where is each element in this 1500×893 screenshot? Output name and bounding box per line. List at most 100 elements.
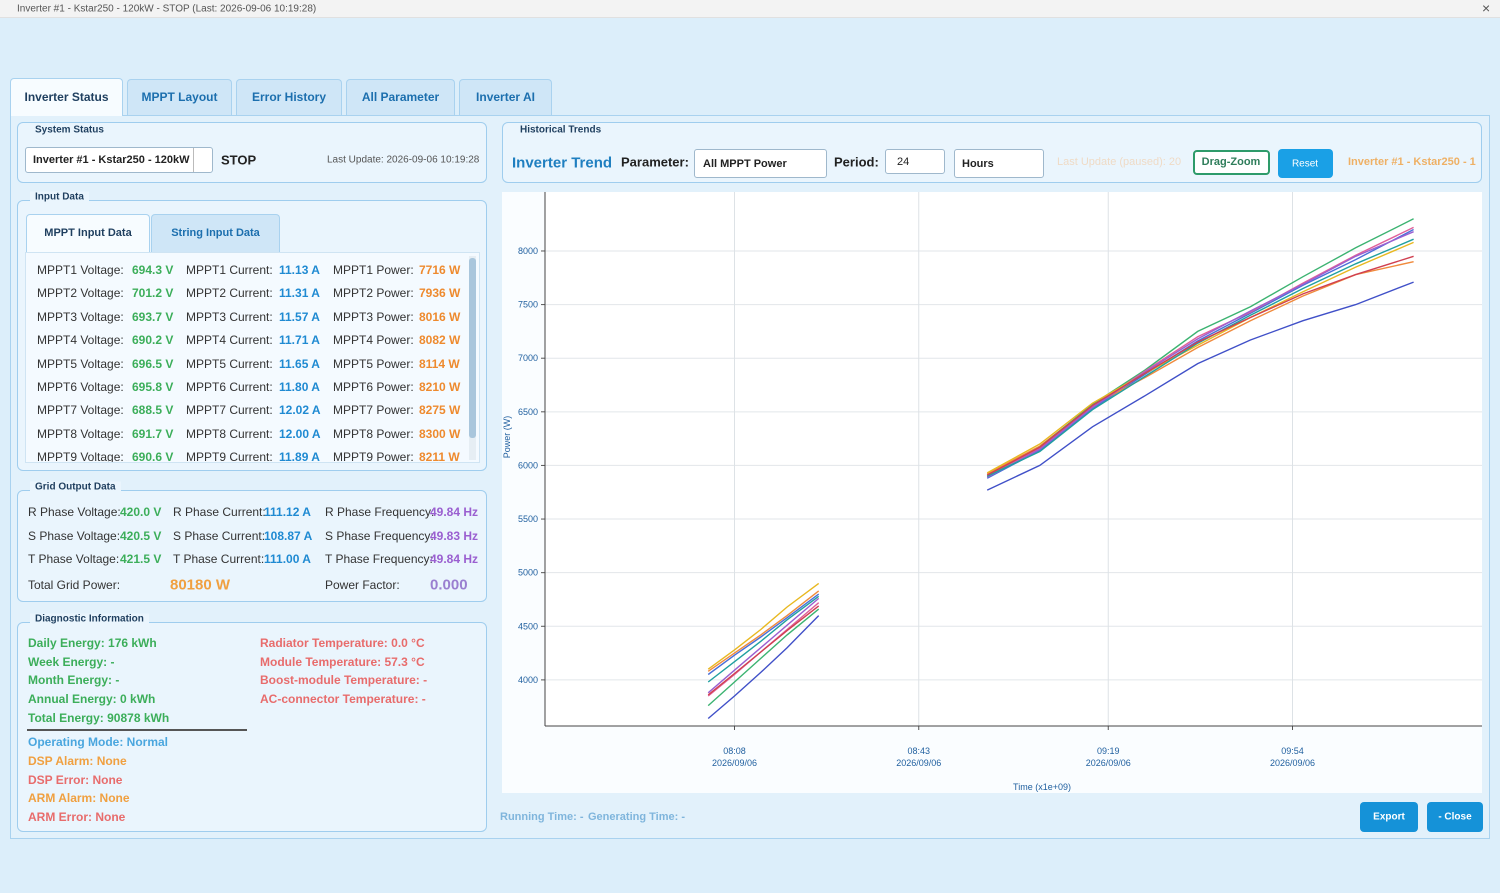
label: MPPT9 Current: [186,450,273,463]
label: T Phase Current: [173,552,265,566]
status: ARM Error: None [28,810,126,825]
energy: Daily Energy: 176 kWh [28,636,157,650]
sub-tab[interactable] [151,214,280,252]
value: 8210 W [419,380,461,394]
y-tick-label: 4000 [518,675,538,685]
label: MPPT8 Current: [186,426,273,441]
generating-time: Generating Time: - [588,811,685,823]
title-bar [0,0,1500,18]
parameter-select[interactable] [694,149,827,178]
x-tick-label: 09:19 [1097,746,1120,756]
export-button[interactable] [1360,802,1418,832]
drag-zoom-button[interactable] [1193,150,1270,175]
export-label[interactable]: Export [1373,811,1405,823]
value: 420.0 V [120,505,162,519]
label: MPPT7 Power: [333,403,414,418]
tab-label[interactable]: MPPT Layout [141,90,218,104]
sub-tab-label[interactable]: MPPT Input Data [44,227,132,239]
unit-value[interactable]: Hours [962,158,994,170]
value: 420.5 V [120,528,162,543]
label: MPPT8 Voltage: [37,426,124,441]
label: MPPT5 Current: [186,356,273,371]
reset-button[interactable] [1278,149,1333,178]
tab-label[interactable]: Inverter AI [476,90,535,104]
x-tick-label: 08:43 [907,746,930,756]
scrollbar[interactable] [469,258,476,438]
value: 11.80 A [279,380,320,394]
value: 111.12 A [264,505,311,519]
total-power: 80180 W [170,576,231,594]
tab-label[interactable]: Error History [251,90,327,104]
y-tick-label: 7000 [518,353,538,363]
label: Period: [834,154,879,170]
label: MPPT4 Voltage: [37,333,124,348]
value: 11.89 A [279,450,320,463]
value: 8275 W [419,403,461,418]
x-tick-date: 2026/09/06 [896,758,941,768]
label: MPPT3 Current: [186,309,273,324]
temperature: Module Temperature: 57.3 °C [260,654,425,669]
tab[interactable] [459,79,552,115]
drag-zoom-label[interactable]: Drag-Zoom [1201,156,1261,168]
legend: Input Data [30,191,89,203]
x-tick-date: 2026/09/06 [1270,758,1315,768]
x-axis-label: Time (x1e+09) [1013,782,1071,792]
value: 49.84 Hz [430,505,479,519]
grid-output-panel [17,490,487,602]
tab-label[interactable]: All Parameter [361,90,440,104]
reset-label[interactable]: Reset [1291,158,1319,170]
energy: Total Energy: 90878 kWh [28,710,170,725]
energy: Week Energy: - [28,654,115,669]
y-tick-label: 7500 [518,300,538,310]
label: MPPT6 Current: [186,380,273,394]
trend-title: Inverter Trend [512,154,613,172]
label: Total Grid Power: [28,578,121,592]
series-line [707,231,1414,694]
sub-tab-label[interactable]: String Input Data [171,227,260,239]
value: 691.7 V [132,426,174,441]
value: 694.3 V [132,263,174,277]
inverter-label: Inverter #1 - Kstar250 - 1 [1348,156,1476,168]
tab-label[interactable]: Inverter Status [24,90,109,104]
close-label[interactable]: - Close [1438,811,1472,823]
tab[interactable] [346,79,455,115]
value: 8016 W [419,309,461,324]
label: MPPT9 Voltage: [37,450,124,463]
tab[interactable] [127,79,232,115]
period-value[interactable]: 24 [897,156,910,168]
value: 12.00 A [279,426,321,441]
y-tick-label: 5500 [518,514,538,524]
window-close[interactable]: × [1482,0,1491,16]
value: 690.6 V [132,450,174,463]
sub-tab[interactable] [26,214,150,252]
legend: System Status [30,124,109,136]
temperature: Radiator Temperature: 0.0 °C [260,636,425,650]
x-tick-date: 2026/09/06 [712,758,757,768]
status: Operating Mode: Normal [28,735,169,749]
parameter-value[interactable]: All MPPT Power [703,158,787,170]
y-tick-label: 5000 [518,568,538,578]
period-input[interactable] [885,149,945,174]
label: S Phase Voltage: [28,528,121,543]
inverter-select[interactable] [25,147,213,173]
inverter-name[interactable]: Inverter #1 - Kstar250 - 120kW [33,154,190,166]
mppt-list: MPPT1 Voltage: 694.3 V MPPT1 Current: 11.13… [25,252,480,463]
value: 8114 W [419,356,460,371]
value: 11.71 A [279,333,320,348]
label: MPPT6 Voltage: [37,380,124,394]
close-button[interactable] [1427,802,1483,832]
label: R Phase Current: [173,505,266,519]
tab[interactable] [10,78,123,116]
value: 8300 W [419,426,461,441]
tab[interactable] [236,79,342,115]
status: DSP Alarm: None [28,753,127,768]
label: MPPT1 Current: [186,263,273,277]
unit-select[interactable] [954,149,1044,178]
value: 49.83 Hz [430,528,479,543]
label: MPPT2 Voltage: [37,286,124,301]
value: 693.7 V [132,309,174,324]
value: 688.5 V [132,403,174,418]
value: 701.2 V [132,286,174,301]
value: 695.8 V [132,380,174,394]
